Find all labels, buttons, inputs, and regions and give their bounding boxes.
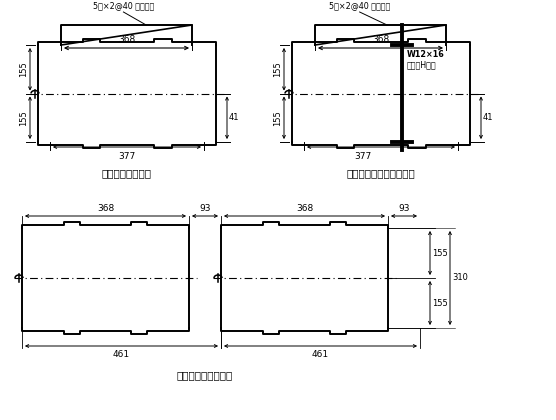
- Text: 压型钢板拼装示意图: 压型钢板拼装示意图: [177, 370, 233, 380]
- Text: 压型钢板横截面图: 压型钢板横截面图: [102, 168, 152, 178]
- Text: 41: 41: [483, 113, 494, 122]
- Text: 5宽×2@40 深加劲肋: 5宽×2@40 深加劲肋: [93, 1, 154, 10]
- Text: 5宽×2@40 深加劲肋: 5宽×2@40 深加劲肋: [329, 1, 390, 10]
- Text: 368: 368: [372, 35, 389, 44]
- Text: 461: 461: [312, 350, 329, 359]
- Text: 377: 377: [354, 152, 371, 161]
- Text: 368: 368: [118, 35, 135, 44]
- Text: 310: 310: [452, 273, 468, 283]
- Text: 155: 155: [432, 299, 448, 307]
- Text: 377: 377: [118, 152, 136, 161]
- Text: 93: 93: [398, 204, 410, 213]
- Text: 155: 155: [273, 61, 282, 77]
- Text: 155: 155: [19, 61, 28, 77]
- Text: 368: 368: [97, 204, 114, 213]
- Text: 加强型压型钢板横截面图: 加强型压型钢板横截面图: [346, 168, 415, 178]
- Text: 155: 155: [19, 110, 28, 126]
- Text: 368: 368: [296, 204, 313, 213]
- Text: W12×16: W12×16: [406, 50, 444, 59]
- Text: 461: 461: [113, 350, 130, 359]
- Text: 宽翼缘H型钢: 宽翼缘H型钢: [406, 60, 436, 69]
- Text: 93: 93: [199, 204, 211, 213]
- Text: 155: 155: [273, 110, 282, 126]
- Text: 155: 155: [432, 249, 448, 257]
- Text: 41: 41: [229, 113, 240, 122]
